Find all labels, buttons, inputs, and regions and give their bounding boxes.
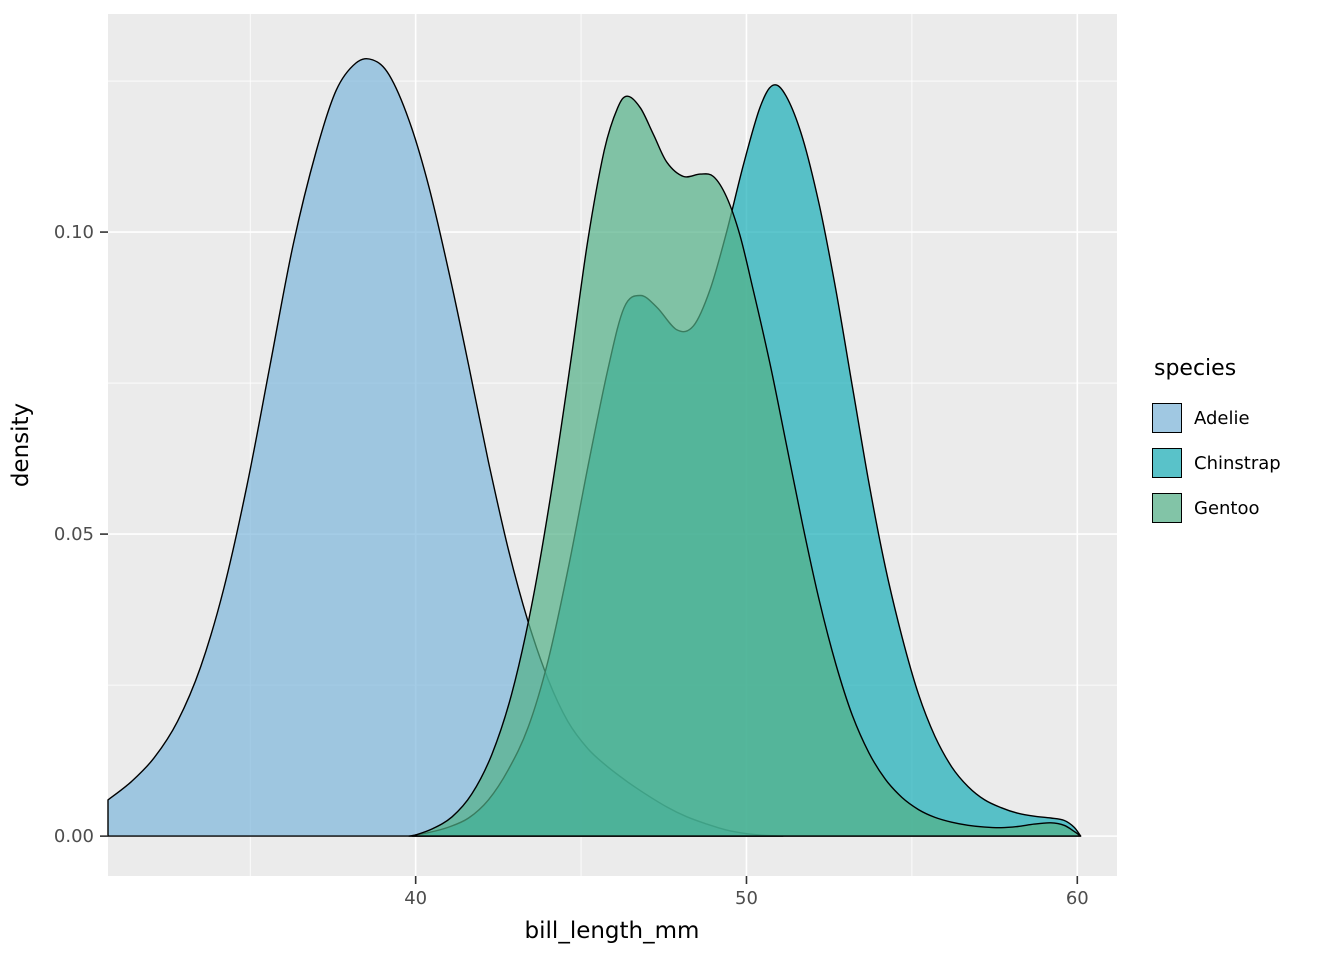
legend-label-chinstrap: Chinstrap bbox=[1194, 452, 1281, 474]
legend-swatch-fill bbox=[1152, 448, 1182, 478]
legend-item-chinstrap: Chinstrap bbox=[1152, 448, 1281, 478]
legend-label-gentoo: Gentoo bbox=[1194, 497, 1260, 519]
legend-label-adelie: Adelie bbox=[1194, 407, 1250, 429]
legend-swatch-fill bbox=[1152, 403, 1182, 433]
x-tick-label: 50 bbox=[735, 888, 758, 909]
density-area-gentoo bbox=[411, 95, 1082, 837]
y-tick-label: 0.00 bbox=[54, 826, 94, 847]
legend-title: species bbox=[1154, 356, 1237, 381]
legend: species Adelie Chinstrap Gentoo bbox=[1152, 356, 1281, 523]
x-axis-title: bill_length_mm bbox=[525, 918, 700, 944]
y-tick-label: 0.05 bbox=[54, 524, 94, 545]
x-tick-label: 60 bbox=[1066, 888, 1089, 909]
legend-items: Adelie Chinstrap Gentoo bbox=[1152, 403, 1281, 523]
legend-item-adelie: Adelie bbox=[1152, 403, 1281, 433]
legend-swatch-adelie-icon bbox=[1152, 403, 1182, 433]
legend-swatch-chinstrap-icon bbox=[1152, 448, 1182, 478]
y-tick-label: 0.10 bbox=[54, 222, 94, 243]
chart-layer: 0.00 0.05 0.10 40 50 60 bbox=[54, 14, 1117, 909]
legend-swatch-fill bbox=[1152, 493, 1182, 523]
legend-item-gentoo: Gentoo bbox=[1152, 493, 1281, 523]
legend-swatch-gentoo-icon bbox=[1152, 493, 1182, 523]
y-axis-title: density bbox=[8, 403, 34, 487]
x-tick-label: 40 bbox=[404, 888, 427, 909]
